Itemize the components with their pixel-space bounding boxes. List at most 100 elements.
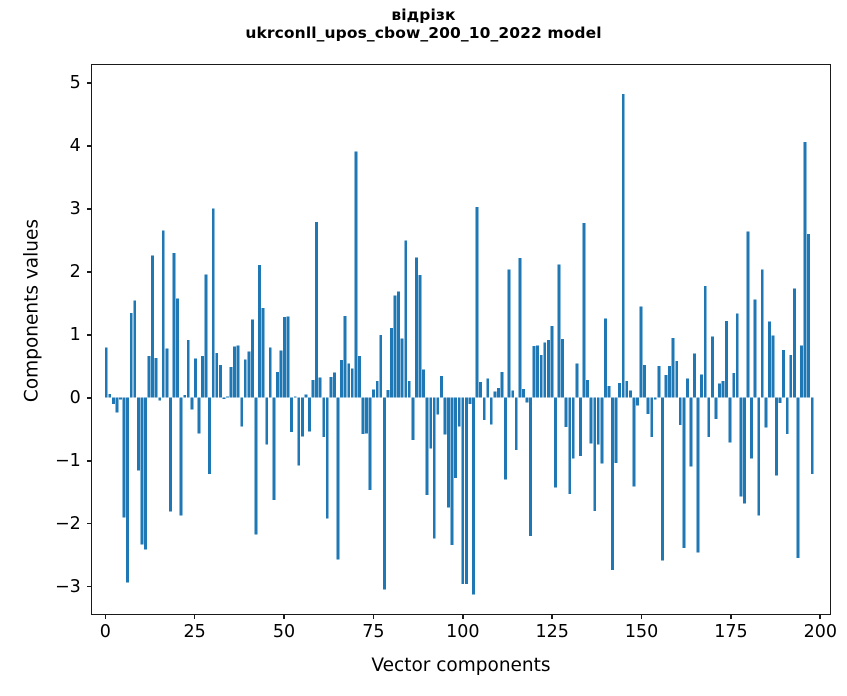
bar bbox=[382, 397, 386, 590]
bar bbox=[275, 371, 279, 398]
y-tick-label: 0 bbox=[69, 387, 81, 408]
bar bbox=[714, 397, 718, 419]
bar bbox=[183, 395, 187, 398]
bar bbox=[643, 364, 647, 398]
bar bbox=[618, 383, 622, 398]
bar bbox=[678, 397, 682, 426]
x-tick-mark bbox=[461, 615, 464, 620]
bar bbox=[397, 291, 401, 398]
bar bbox=[775, 397, 778, 476]
bar bbox=[418, 275, 422, 398]
bar bbox=[486, 378, 490, 398]
bar bbox=[172, 253, 176, 398]
bar bbox=[707, 397, 711, 438]
bar bbox=[696, 397, 700, 553]
bar bbox=[482, 397, 486, 421]
bar bbox=[179, 397, 183, 516]
bar bbox=[739, 397, 743, 497]
bar bbox=[450, 397, 454, 545]
bar bbox=[343, 315, 347, 398]
bar bbox=[204, 274, 208, 398]
bar bbox=[261, 307, 265, 398]
bar bbox=[554, 397, 557, 488]
bar bbox=[721, 381, 725, 398]
bar bbox=[347, 363, 351, 398]
bar bbox=[611, 397, 614, 571]
bar bbox=[240, 397, 244, 427]
bar bbox=[415, 257, 418, 398]
bar bbox=[746, 231, 750, 398]
bar bbox=[186, 339, 190, 398]
x-tick-mark bbox=[819, 615, 822, 620]
x-tick-mark bbox=[640, 615, 643, 620]
bar bbox=[333, 372, 336, 398]
bar bbox=[379, 334, 383, 398]
x-tick-label: 175 bbox=[714, 622, 748, 642]
bar bbox=[753, 299, 757, 398]
bar bbox=[778, 397, 782, 404]
bar bbox=[582, 223, 586, 398]
y-tick-label: 5 bbox=[69, 72, 81, 93]
bar bbox=[119, 397, 122, 400]
bar bbox=[728, 397, 732, 443]
bar bbox=[693, 353, 696, 398]
bar bbox=[493, 391, 497, 398]
y-tick-label: 4 bbox=[69, 135, 81, 156]
x-axis-label: Vector components bbox=[371, 655, 551, 676]
bar bbox=[621, 93, 625, 398]
bar bbox=[251, 319, 254, 398]
bar bbox=[532, 346, 536, 398]
bar-series-canvas bbox=[92, 65, 830, 614]
bar bbox=[785, 397, 789, 434]
bar bbox=[165, 348, 169, 398]
bar bbox=[575, 363, 579, 398]
bar bbox=[757, 397, 761, 516]
x-tick-mark bbox=[372, 615, 375, 620]
bar bbox=[468, 397, 472, 404]
bar bbox=[144, 397, 147, 550]
bar bbox=[764, 397, 768, 428]
bar bbox=[432, 397, 436, 539]
bar bbox=[682, 397, 686, 549]
bar bbox=[404, 240, 408, 398]
bar bbox=[411, 397, 415, 441]
bar bbox=[782, 349, 786, 398]
x-tick-label: 125 bbox=[535, 622, 569, 642]
bar bbox=[311, 379, 315, 398]
bar bbox=[318, 377, 322, 398]
bar bbox=[568, 397, 572, 495]
bar bbox=[286, 316, 290, 398]
bar bbox=[546, 339, 550, 398]
bar bbox=[254, 397, 258, 535]
x-tick-mark bbox=[551, 615, 553, 620]
bar bbox=[718, 383, 721, 398]
bar-series bbox=[104, 93, 814, 595]
x-tick-label: 0 bbox=[99, 622, 111, 642]
bar bbox=[436, 397, 440, 415]
bar bbox=[650, 397, 654, 438]
bar bbox=[290, 397, 294, 433]
bar bbox=[579, 397, 582, 456]
x-tick-mark bbox=[104, 615, 107, 620]
bar bbox=[229, 366, 233, 398]
bar bbox=[233, 346, 237, 398]
bar bbox=[457, 397, 461, 427]
bar bbox=[325, 397, 329, 519]
bar bbox=[653, 397, 657, 400]
bar bbox=[497, 388, 500, 398]
bar bbox=[193, 358, 197, 398]
bar bbox=[632, 397, 636, 487]
bar bbox=[197, 397, 201, 434]
bar bbox=[407, 381, 411, 398]
bar bbox=[760, 269, 764, 398]
bar bbox=[589, 397, 593, 444]
bar bbox=[236, 345, 240, 398]
bar bbox=[518, 258, 522, 398]
bar bbox=[710, 336, 714, 398]
bar bbox=[315, 221, 319, 398]
plot-axes bbox=[91, 64, 831, 615]
bar bbox=[122, 397, 126, 518]
bar bbox=[439, 376, 443, 398]
bar bbox=[636, 397, 639, 406]
